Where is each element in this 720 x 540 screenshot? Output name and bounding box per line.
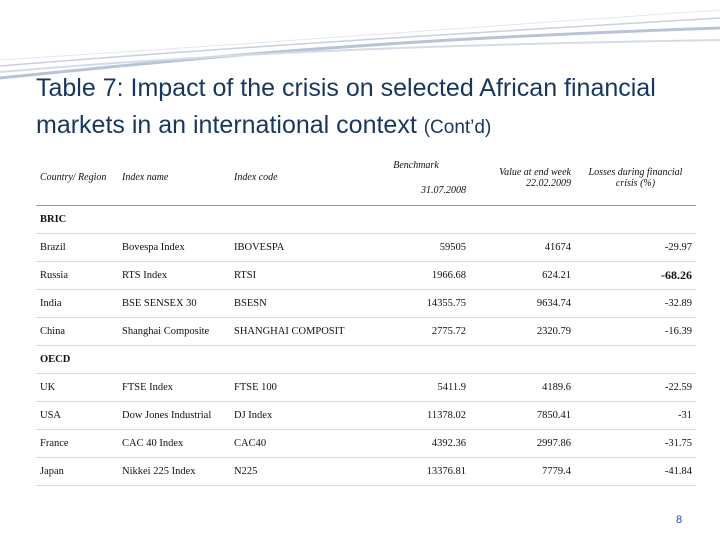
- title: Table 7: Impact of the crisis on selecte…: [36, 74, 656, 139]
- cell: BSE SENSEX 30: [118, 289, 230, 318]
- cell: 5411.9: [362, 373, 470, 402]
- cell: 2775.72: [362, 317, 470, 346]
- empty-cell: [230, 205, 362, 234]
- data-row: Russia RTS Index RTSI 1966.68 624.21 -68.26: [36, 261, 696, 290]
- column-header: Losses during financial crisis (%): [575, 150, 696, 206]
- page-number: 8: [676, 514, 683, 526]
- cell: 11378.02: [362, 401, 470, 430]
- cell: IBOVESPA: [230, 233, 362, 262]
- cell: India: [36, 289, 118, 318]
- cell: 41674: [470, 233, 575, 262]
- data-row: India BSE SENSEX 30 BSESN 14355.75 9634.74 -3…: [36, 289, 696, 318]
- cell: Dow Jones Industrial: [118, 401, 230, 430]
- column-header-label: Benchmark: [393, 159, 439, 171]
- empty-cell: [362, 345, 470, 374]
- cell: -29.97: [575, 233, 696, 262]
- empty-cell: [470, 205, 575, 234]
- empty-cell: [230, 345, 362, 374]
- cell: RTSI: [230, 261, 362, 290]
- cell: 14355.75: [362, 289, 470, 318]
- cell: Shanghai Composite: [118, 317, 230, 346]
- cell: SHANGHAI COMPOSIT: [230, 317, 362, 346]
- cell: -22.59: [575, 373, 696, 402]
- cell: FTSE Index: [118, 373, 230, 402]
- cell: RTS Index: [118, 261, 230, 290]
- cell: CAC 40 Index: [118, 429, 230, 458]
- data-row: Japan Nikkei 225 Index N225 13376.81 7779.4-…: [36, 457, 696, 486]
- cell: -68.26: [575, 261, 696, 290]
- cell: Bovespa Index: [118, 233, 230, 262]
- empty-cell: [470, 345, 575, 374]
- decoration: [0, 9, 720, 80]
- cell: 9634.74: [470, 289, 575, 318]
- column-header: Benchmark 31.07.2008: [362, 150, 470, 206]
- column-header: Country/ Region: [36, 150, 118, 206]
- empty-cell: [362, 205, 470, 234]
- cell: FTSE 100: [230, 373, 362, 402]
- group-name: OECD: [36, 345, 118, 374]
- cell: -41.84: [575, 457, 696, 486]
- cell: 1966.68: [362, 261, 470, 290]
- cell: 2997.86: [470, 429, 575, 458]
- cell: N225: [230, 457, 362, 486]
- group-row: BRIC: [36, 205, 696, 234]
- cell: France: [36, 429, 118, 458]
- empty-cell: [575, 345, 696, 374]
- column-header: Index code: [230, 150, 362, 206]
- cell: BSESN: [230, 289, 362, 318]
- cell: Nikkei 225 Index: [118, 457, 230, 486]
- cell: Brazil: [36, 233, 118, 262]
- header-row: Country/ Region Index name Index code Bench…: [36, 150, 696, 206]
- data-row: France CAC 40 Index CAC40 4392.36 2997.86 -31…: [36, 429, 696, 458]
- cell: 624.21: [470, 261, 575, 290]
- empty-cell: [575, 205, 696, 234]
- cell: UK: [36, 373, 118, 402]
- cell: 7850.41: [470, 401, 575, 430]
- cell: -31.75: [575, 429, 696, 458]
- group-name: BRIC: [36, 205, 118, 234]
- cell: 4392.36: [362, 429, 470, 458]
- cell: -16.39: [575, 317, 696, 346]
- column-header: Value at end week 22.02.2009: [470, 150, 575, 206]
- title-note: (Cont’d): [423, 117, 492, 138]
- cell: 4189.6: [470, 373, 575, 402]
- cell: -31: [575, 401, 696, 430]
- column-header-date: 31.07.2008: [421, 184, 466, 196]
- cell: 7779.4: [470, 457, 575, 486]
- data-row: Brazil Bovespa Index IBOVESPA 59505 41674 -29…: [36, 233, 696, 262]
- cell: DJ Index: [230, 401, 362, 430]
- empty-cell: [118, 345, 230, 374]
- data-row: China Shanghai Composite SHANGHAI COMPOSIT…: [36, 317, 696, 346]
- cell: 13376.81: [362, 457, 470, 486]
- column-header: Index name: [118, 150, 230, 206]
- cell: USA: [36, 401, 118, 430]
- cell: 59505: [362, 233, 470, 262]
- cell: 2320.79: [470, 317, 575, 346]
- cell: Japan: [36, 457, 118, 486]
- data-row: UK FTSE Index FTSE 100 5411.9 4189.6 -22.59: [36, 373, 696, 402]
- title-block: Table 7: Impact of the crisis on selecte…: [36, 70, 716, 146]
- cell: -32.89: [575, 289, 696, 318]
- empty-cell: [118, 205, 230, 234]
- cell: CAC40: [230, 429, 362, 458]
- data-row: USA Dow Jones Industrial DJ Index 11378.02 7…: [36, 401, 696, 430]
- cell: Russia: [36, 261, 118, 290]
- data-table: Country/ Region Index name Index code Bench…: [36, 150, 696, 486]
- group-row: OECD: [36, 345, 696, 374]
- cell: China: [36, 317, 118, 346]
